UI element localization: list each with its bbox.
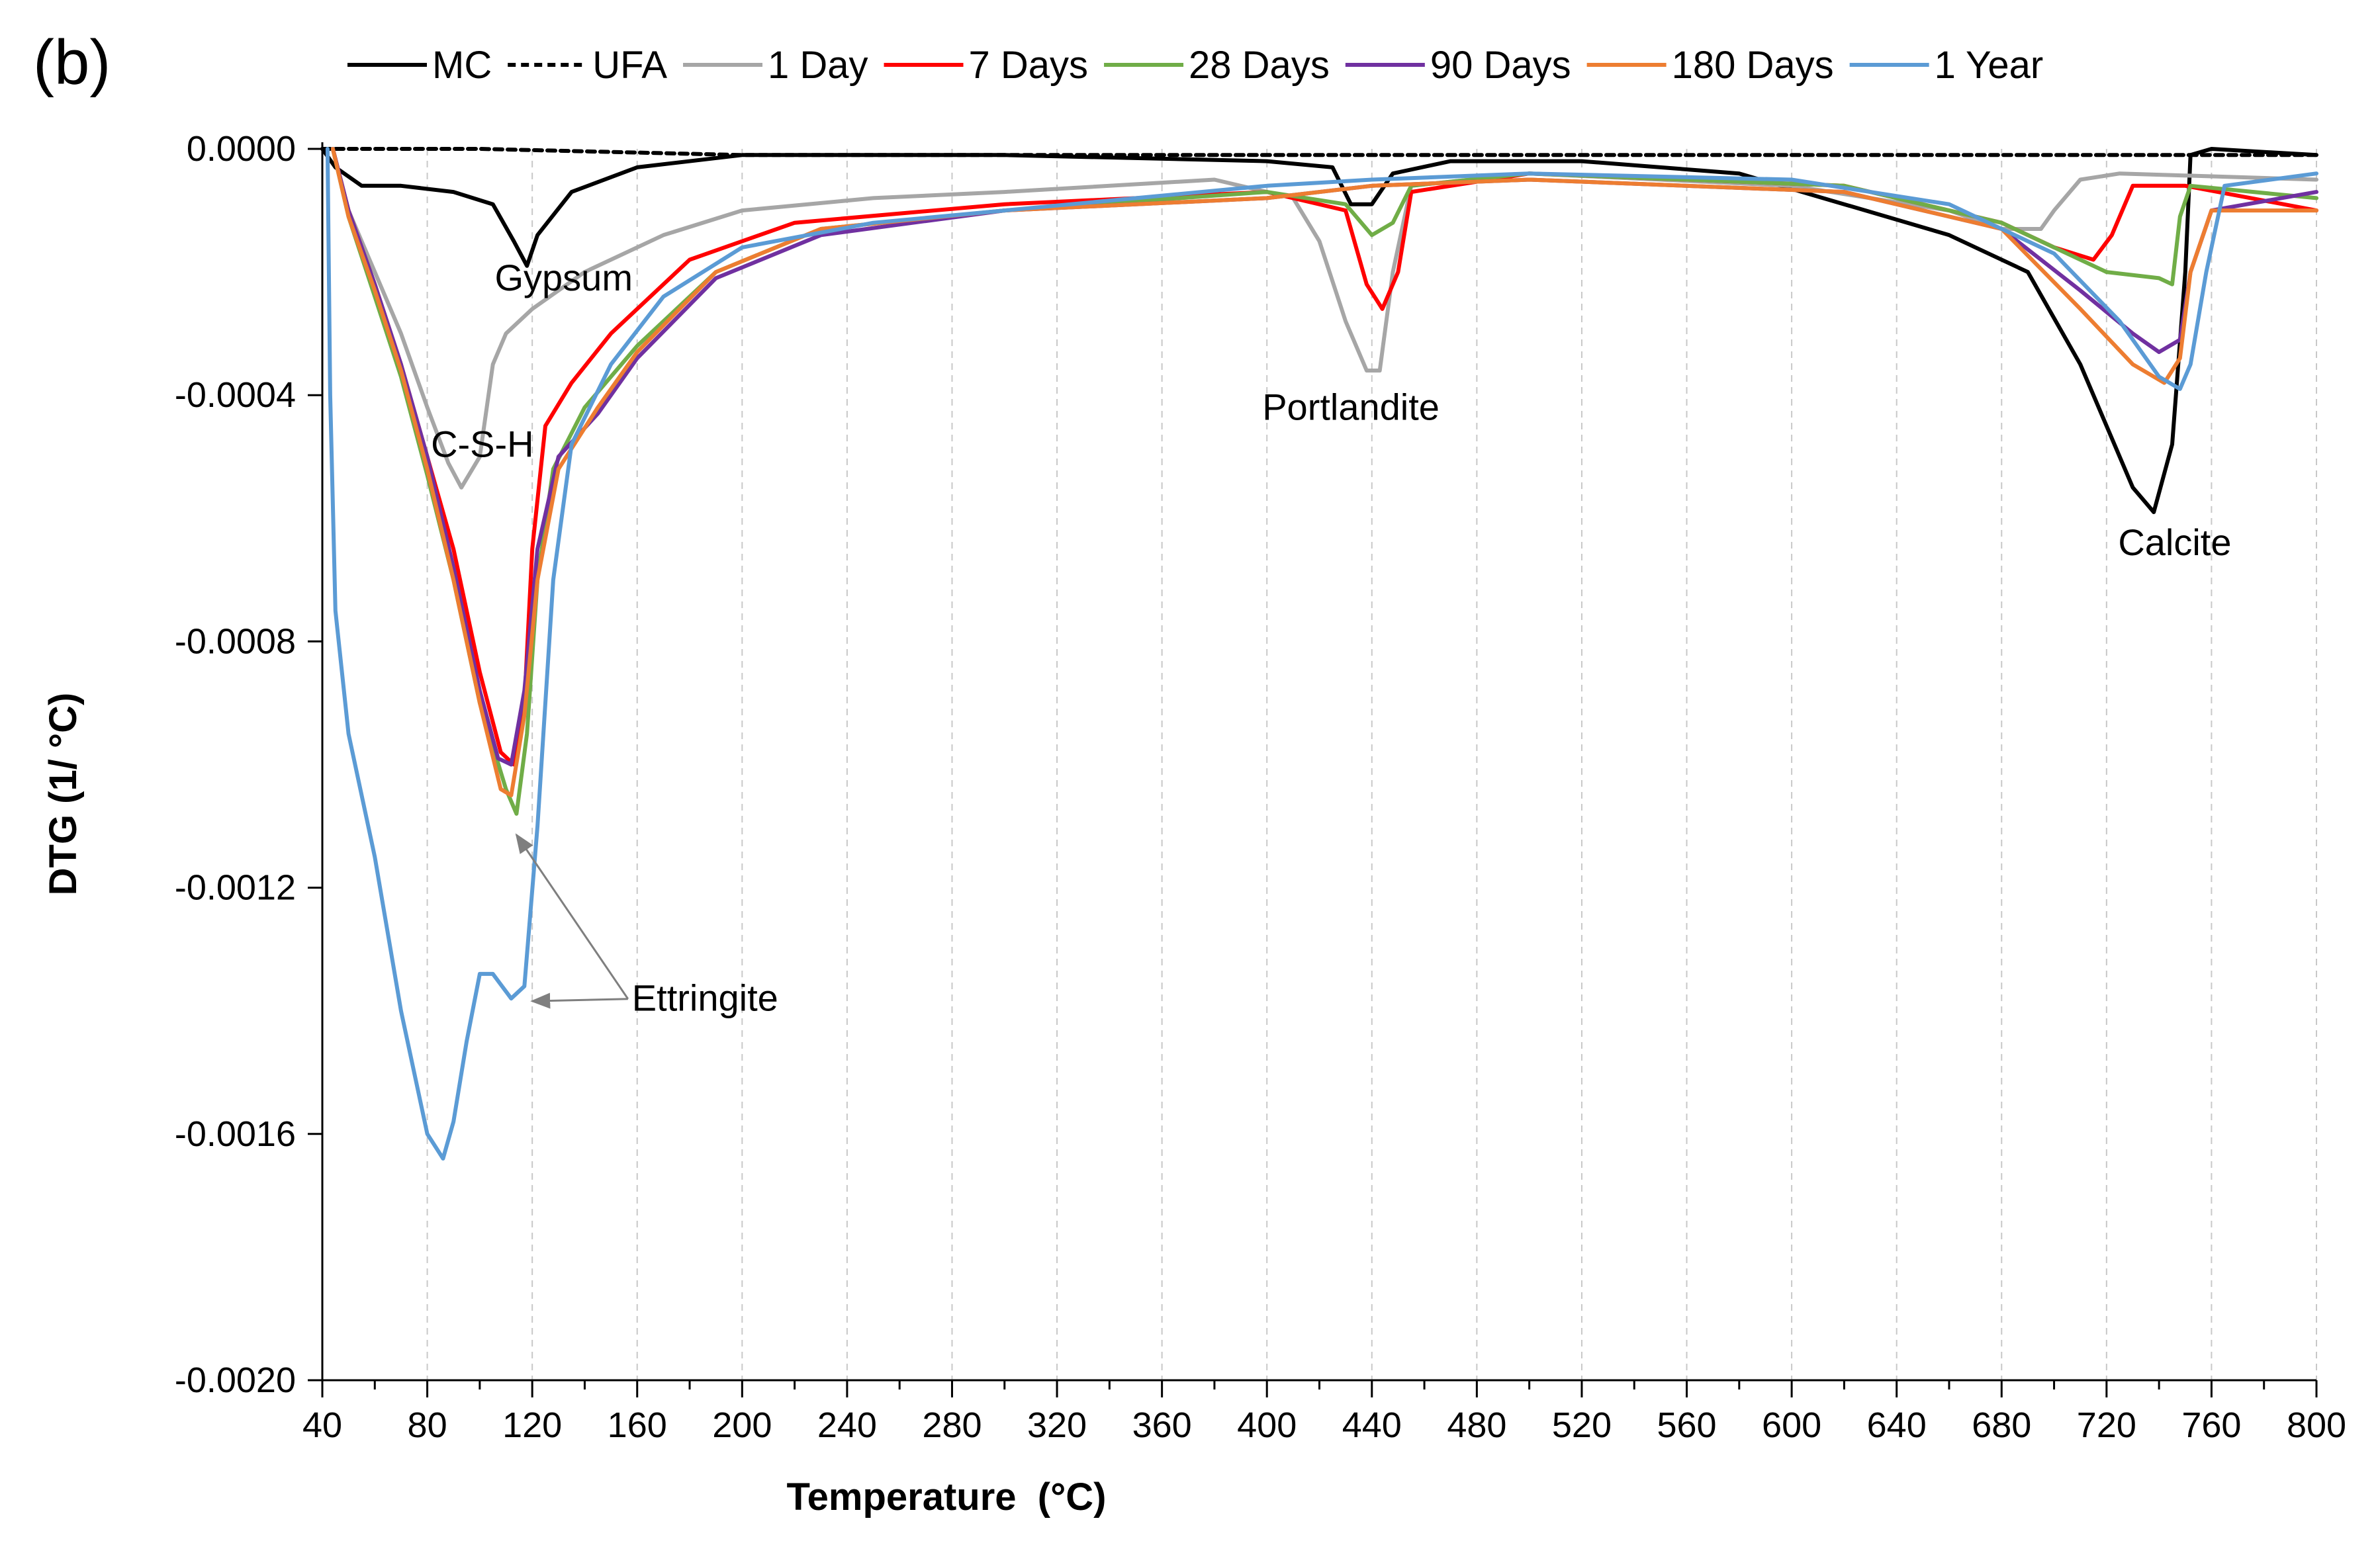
x-tick-label: 440 [1342, 1405, 1402, 1445]
y-tick-label: -0.0016 [175, 1114, 296, 1154]
series-lines [320, 147, 2318, 1161]
grid-lines [426, 149, 2317, 1380]
series-line-mc [320, 147, 2318, 514]
annotation-calcite: Calcite [2118, 521, 2231, 563]
y-tick-label: -0.0020 [175, 1360, 296, 1400]
annotation-ettringite: Ettringite [632, 977, 778, 1019]
x-tick-label: 640 [1867, 1405, 1927, 1445]
y-tick-label: -0.0004 [175, 375, 296, 415]
x-tick-label: 240 [817, 1405, 877, 1445]
x-tick-label: 80 [408, 1405, 447, 1445]
x-tick-label: 680 [1972, 1405, 2031, 1445]
y-axis-label: DTG (1/ °C) [42, 693, 85, 896]
panel-label: (b) [33, 27, 111, 98]
legend-label: 28 Days [1189, 44, 1330, 87]
legend-label: 1 Day [768, 44, 868, 87]
y-tick-label: -0.0012 [175, 868, 296, 908]
annotation-arrow [530, 992, 628, 1009]
x-tick-label: 40 [302, 1405, 342, 1445]
x-tick-label: 120 [502, 1405, 562, 1445]
series-line-1-year [325, 147, 2318, 1161]
x-tick-label: 600 [1762, 1405, 1821, 1445]
series-line-ufa [320, 147, 2318, 157]
annotations: Gypsum C-S-H Portlandite Calcite Ettringite [431, 257, 2231, 1019]
legend-label: UFA [592, 44, 667, 87]
legend-label: 1 Year [1935, 44, 2044, 87]
x-tick-label: 560 [1657, 1405, 1716, 1445]
x-tick-label: 400 [1237, 1405, 1297, 1445]
annotation-arrow [515, 833, 629, 1000]
x-tick-label: 200 [712, 1405, 772, 1445]
x-tick-label: 720 [2077, 1405, 2136, 1445]
legend-label: 90 Days [1430, 44, 1571, 87]
y-tick-label: 0.0000 [187, 129, 296, 169]
x-tick-label: 800 [2287, 1405, 2346, 1445]
x-tick-label: 160 [608, 1405, 667, 1445]
x-tick-label: 760 [2181, 1405, 2241, 1445]
y-tick-label: -0.0008 [175, 621, 296, 661]
legend-label: MC [432, 44, 492, 87]
series-line-90-days [330, 147, 2318, 767]
legend-label: 180 Days [1672, 44, 1834, 87]
x-tick-label: 280 [922, 1405, 982, 1445]
annotation-gypsum: Gypsum [494, 257, 633, 298]
legend-label: 7 Days [969, 44, 1089, 87]
axes: 40 80 120 160 200 240 280 320 360 400 440 480 520 560… [175, 129, 2346, 1445]
x-tick-label: 520 [1552, 1405, 1612, 1445]
x-tick-label: 360 [1132, 1405, 1192, 1445]
annotation-c-s-h: C-S-H [431, 423, 534, 464]
series-line-180-days [330, 147, 2318, 797]
legend: MC UFA 1 Day 7 Days 28 Days 90 Days 180 Days 1 … [347, 44, 2043, 87]
x-tick-label: 480 [1447, 1405, 1506, 1445]
annotation-portlandite: Portlandite [1262, 386, 1440, 427]
x-tick-label: 320 [1027, 1405, 1087, 1445]
x-axis-label: Temperature (°C) [787, 1476, 1107, 1519]
